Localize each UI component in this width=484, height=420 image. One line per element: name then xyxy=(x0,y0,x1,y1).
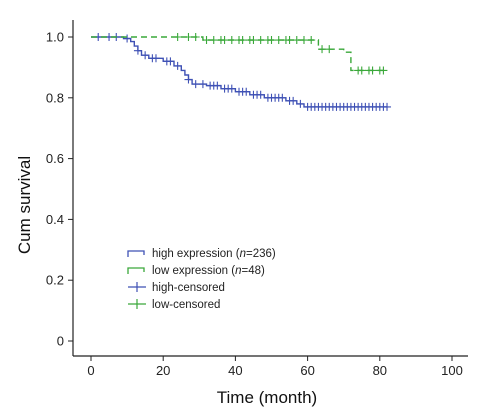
censor-mark-low xyxy=(368,66,377,75)
censor-mark-high xyxy=(213,81,222,90)
censor-mark-high xyxy=(123,34,132,43)
censor-mark-low xyxy=(325,45,334,54)
y-tick-label: 0.2 xyxy=(46,273,64,288)
censor-mark-high xyxy=(227,84,236,93)
censor-mark-high xyxy=(133,46,142,55)
y-tick-label: 1.0 xyxy=(46,30,64,45)
y-tick-label: 0.6 xyxy=(46,151,64,166)
y-axis-ticks: 0 0.2 0.4 0.6 0.8 1.0 xyxy=(46,30,73,349)
censor-mark-low xyxy=(227,36,236,45)
axes xyxy=(72,20,468,357)
censor-mark-high xyxy=(198,80,207,89)
y-tick-label: 0.4 xyxy=(46,212,64,227)
censor-mark-high xyxy=(191,80,200,89)
censor-mark-high xyxy=(242,87,251,96)
censor-mark-low xyxy=(267,36,276,45)
legend-cross-high xyxy=(128,282,146,292)
censor-mark-low xyxy=(238,36,247,45)
series-layer xyxy=(91,33,392,111)
y-tick-label: 0.8 xyxy=(46,90,64,105)
censor-mark-low xyxy=(220,36,229,45)
censor-mark-low xyxy=(209,36,218,45)
censor-mark-low xyxy=(249,36,258,45)
censor-mark-low xyxy=(292,36,301,45)
censor-mark-low xyxy=(379,66,388,75)
censor-mark-high xyxy=(256,90,265,99)
legend: high expression (n=236) low expression (n… xyxy=(127,248,276,311)
censor-mark-low xyxy=(184,33,193,41)
censor-mark-low xyxy=(274,36,283,45)
x-tick-label: 0 xyxy=(87,363,94,378)
censor-mark-low xyxy=(318,45,327,54)
x-tick-label: 40 xyxy=(228,363,242,378)
x-tick-label: 80 xyxy=(373,363,387,378)
censor-mark-low xyxy=(285,36,294,45)
series-low xyxy=(91,33,388,75)
survival-curve-high xyxy=(91,36,387,108)
x-axis-ticks: 0 20 40 60 80 100 xyxy=(87,356,463,378)
censor-mark-high xyxy=(383,102,392,111)
censor-mark-low xyxy=(191,33,200,41)
censor-mark-high xyxy=(278,93,287,102)
censor-mark-high xyxy=(184,75,193,84)
y-axis-title: Cum survival xyxy=(15,156,34,254)
censor-mark-high xyxy=(141,51,150,60)
censor-mark-low xyxy=(256,36,265,45)
censor-mark-high xyxy=(296,99,305,108)
censor-mark-high xyxy=(289,96,298,105)
censor-mark-low xyxy=(299,36,308,45)
x-axis-title: Time (month) xyxy=(217,388,317,407)
censor-mark-high xyxy=(166,57,175,66)
x-tick-label: 100 xyxy=(441,363,463,378)
legend-label: low expression (n=48) xyxy=(152,265,265,277)
legend-swatch-high xyxy=(127,250,145,257)
censor-mark-low xyxy=(173,33,182,41)
censor-mark-low xyxy=(357,66,366,75)
x-tick-label: 60 xyxy=(300,363,314,378)
legend-label: high expression (n=236) xyxy=(152,248,276,260)
censor-mark-low xyxy=(307,36,316,45)
legend-label: high-censored xyxy=(152,282,225,294)
y-tick-label: 0 xyxy=(57,334,64,349)
legend-label: low-censored xyxy=(152,299,220,311)
censor-mark-low xyxy=(202,36,211,45)
legend-swatch-low xyxy=(127,267,145,274)
series-high xyxy=(91,33,392,111)
censor-mark-high xyxy=(151,54,160,63)
censor-mark-high xyxy=(173,61,182,70)
legend-cross-low xyxy=(128,299,146,309)
x-tick-label: 20 xyxy=(156,363,170,378)
